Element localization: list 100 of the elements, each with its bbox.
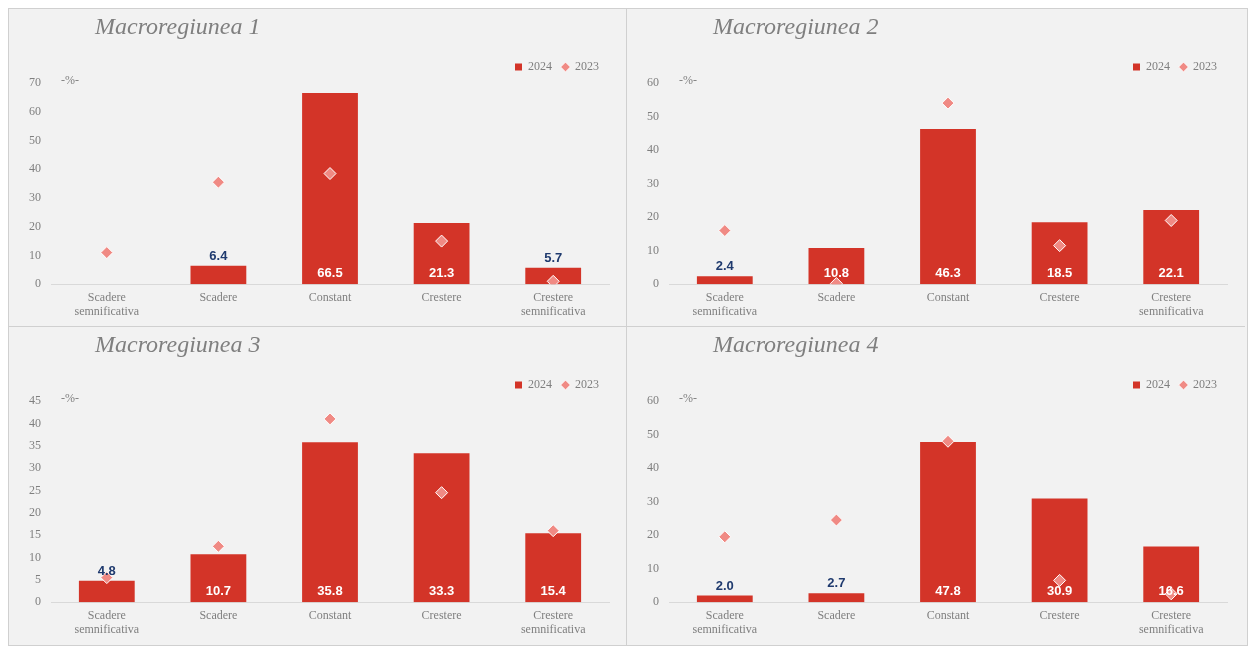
point — [211, 539, 225, 553]
data-label: 35.8 — [317, 583, 343, 599]
data-label: 22.1 — [1158, 265, 1184, 281]
x-tick-label: Scadere — [817, 289, 856, 304]
point — [323, 167, 337, 181]
y-tick-label: 30 — [647, 493, 659, 508]
point — [211, 175, 225, 189]
bar — [920, 441, 976, 603]
point — [1053, 573, 1067, 587]
data-label: 66.5 — [317, 265, 343, 281]
data-label: 21.3 — [428, 265, 455, 281]
point — [941, 434, 955, 448]
data-label: 6.4 — [209, 247, 229, 263]
y-axis-title: -%- — [61, 73, 79, 88]
y-tick-label: 30 — [29, 190, 41, 205]
point — [323, 412, 337, 426]
data-label: 2.0 — [715, 577, 734, 593]
bar — [525, 533, 582, 603]
y-tick-label: 20 — [647, 527, 659, 542]
bar — [1031, 222, 1088, 285]
y-tick-label: 20 — [29, 504, 41, 519]
x-tick-label: Scadere semnificativa — [74, 289, 140, 318]
y-tick-label: 10 — [29, 549, 41, 564]
y-tick-label: 60 — [29, 103, 41, 118]
y-tick-label: 0 — [653, 594, 659, 609]
x-tick-label: Scadere semnificativa — [74, 607, 140, 636]
x-tick-label: Constant — [308, 289, 352, 304]
y-tick-label: 10 — [647, 560, 659, 575]
x-tick-label: Scadere — [199, 607, 238, 622]
legend-label: 2024 — [528, 377, 552, 392]
bar — [302, 93, 358, 285]
point — [546, 524, 560, 538]
data-label: 15.4 — [540, 583, 567, 599]
y-tick-label: 60 — [647, 75, 659, 90]
y-tick-label: 0 — [35, 594, 41, 609]
x-tick-label: Crestere — [421, 289, 462, 304]
y-axis-title: -%- — [679, 391, 697, 406]
data-label: 46.3 — [935, 265, 961, 281]
y-tick-label: 25 — [29, 482, 41, 497]
chart-title: Macroregiunea 4 — [712, 330, 880, 359]
data-label: 47.8 — [935, 583, 961, 599]
x-tick-label: Scadere semnificativa — [692, 607, 758, 636]
bar — [1143, 210, 1200, 285]
legend-label: 2023 — [575, 377, 599, 392]
x-tick-label: Scadere semnificativa — [692, 289, 758, 318]
data-label: 4.8 — [97, 562, 116, 578]
data-label: 5.7 — [544, 249, 563, 265]
bar — [525, 267, 582, 285]
x-tick-label: Crestere semnificativa — [520, 607, 587, 636]
y-tick-label: 20 — [29, 218, 41, 233]
bar — [920, 128, 976, 285]
y-tick-label: 60 — [647, 393, 659, 408]
chart-title: Macroregiunea 2 — [712, 12, 880, 41]
data-label: 30.9 — [1046, 583, 1073, 599]
point — [100, 246, 114, 260]
bar — [1143, 546, 1200, 603]
legend-label: 2023 — [1193, 59, 1217, 74]
x-tick-label: Crestere — [1039, 289, 1080, 304]
data-label: 18.5 — [1046, 265, 1073, 281]
point — [829, 513, 843, 527]
bar — [696, 595, 753, 603]
x-tick-label: Constant — [308, 607, 352, 622]
x-tick-label: Crestere — [1039, 607, 1080, 622]
y-tick-label: 0 — [35, 276, 41, 291]
x-tick-label: Scadere — [199, 289, 238, 304]
y-tick-label: 45 — [29, 393, 41, 408]
point — [718, 530, 732, 544]
data-label: 2.4 — [715, 258, 735, 274]
chart-title: Macroregiunea 3 — [94, 330, 262, 359]
y-tick-label: 20 — [647, 209, 659, 224]
y-tick-label: 10 — [647, 242, 659, 257]
y-tick-label: 30 — [647, 175, 659, 190]
point — [1053, 239, 1067, 253]
y-tick-label: 40 — [647, 460, 659, 475]
legend-label: 2024 — [1146, 59, 1170, 74]
chart-title: Macroregiunea 1 — [94, 12, 262, 41]
legend-label: 2024 — [1146, 377, 1170, 392]
bar — [190, 554, 247, 603]
bar — [1031, 498, 1088, 603]
x-tick-label: Crestere — [421, 607, 462, 622]
bar — [190, 265, 247, 285]
y-tick-label: 30 — [29, 460, 41, 475]
data-label: 2.7 — [827, 575, 846, 591]
point — [435, 486, 449, 500]
y-tick-label: 35 — [29, 437, 41, 452]
x-tick-label: Crestere semnificativa — [1138, 607, 1205, 636]
data-label: 10.8 — [823, 265, 850, 281]
x-tick-label: Constant — [926, 607, 970, 622]
y-axis-title: -%- — [679, 73, 697, 88]
y-tick-label: 40 — [29, 161, 41, 176]
y-tick-label: 10 — [29, 247, 41, 262]
y-tick-label: 0 — [653, 276, 659, 291]
legend-label: 2024 — [528, 59, 552, 74]
y-tick-label: 50 — [647, 426, 659, 441]
y-tick-label: 40 — [29, 415, 41, 430]
point — [1164, 213, 1178, 227]
bar — [413, 222, 470, 285]
y-axis-title: -%- — [61, 391, 79, 406]
bar — [808, 247, 865, 285]
legend-label: 2023 — [1193, 377, 1217, 392]
